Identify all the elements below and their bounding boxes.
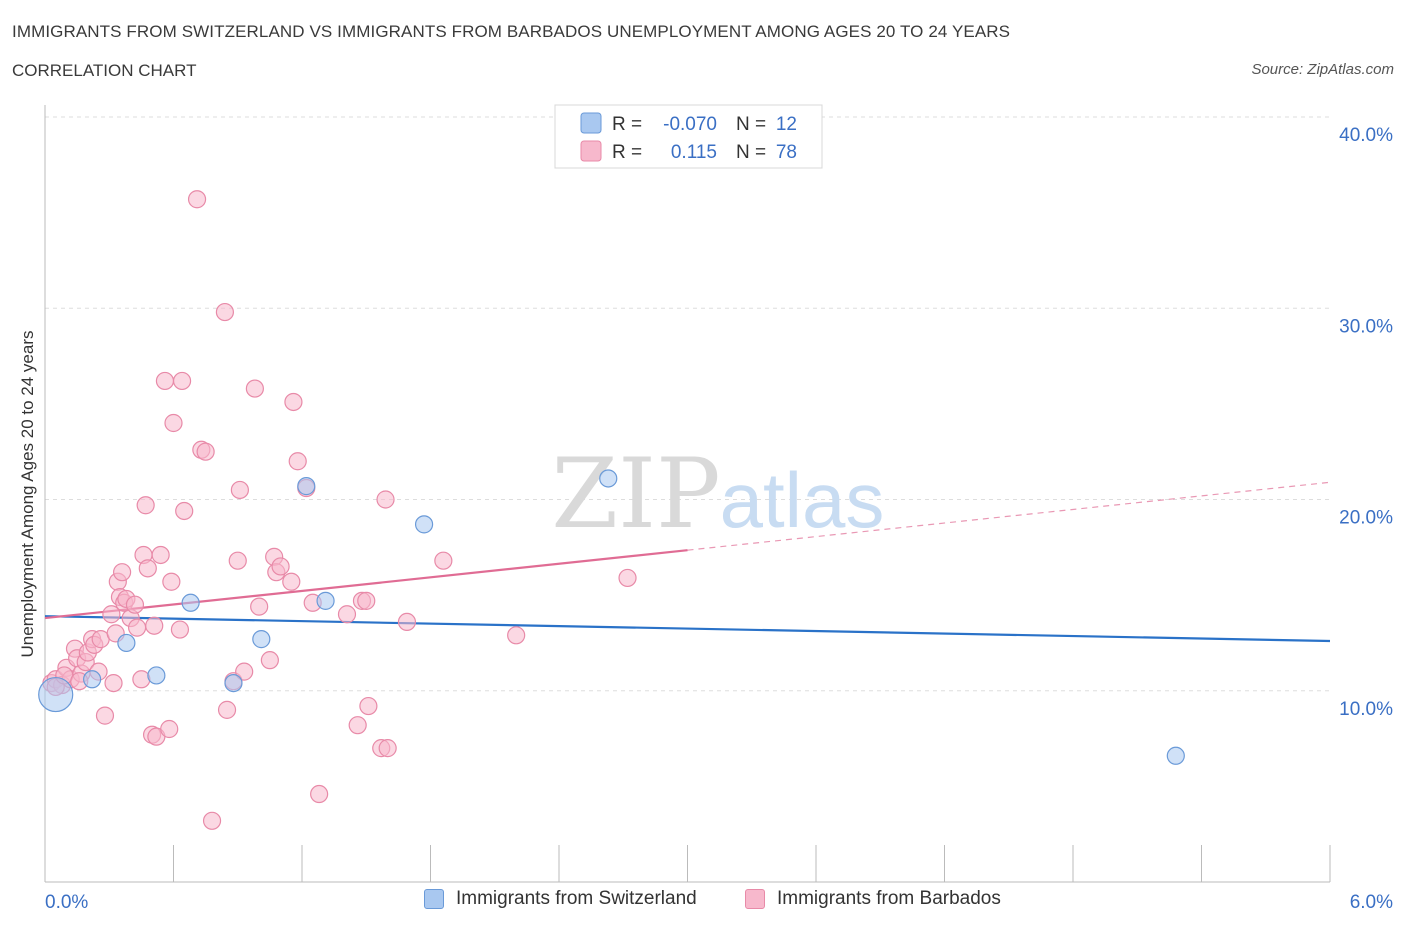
point-barbados (187, 190, 207, 209)
point-barbados (260, 651, 279, 670)
point-barbados (215, 302, 234, 322)
point-barbados (162, 572, 181, 591)
point-barbados (132, 670, 151, 689)
legend-bottom-swatch-switzerland (424, 889, 444, 909)
point-barbados (170, 620, 190, 639)
point-switzerland (316, 591, 335, 610)
point-barbados (175, 501, 194, 521)
point-barbados (125, 595, 145, 614)
point-barbados (250, 597, 269, 616)
legend-r-label-barbados: R = (612, 142, 642, 163)
legend-r-value-barbados: 0.115 (671, 142, 717, 163)
point-barbados (359, 696, 378, 716)
point-barbados (217, 700, 237, 719)
point-barbados (104, 673, 123, 693)
point-barbados (271, 557, 290, 576)
point-switzerland (117, 633, 136, 653)
point-switzerland (181, 593, 200, 612)
y-tick-label: 40.0% (1339, 125, 1393, 146)
legend-n-label-barbados: N = (736, 142, 766, 163)
point-barbados (112, 563, 132, 582)
trend-lines (44, 481, 1331, 643)
point-barbados (618, 568, 637, 588)
point-barbados (160, 719, 179, 739)
y-tick-label: 30.0% (1339, 316, 1393, 337)
legend-swatch-switzerland (580, 112, 602, 134)
legend-r-value-switzerland: -0.070 (663, 114, 717, 135)
series-legend: Immigrants from Switzerland Immigrants f… (0, 888, 1406, 918)
axes: 10.0% 20.0% 30.0% 40.0% 0.0% 6.0% (44, 105, 1393, 913)
point-switzerland (38, 676, 74, 713)
point-barbados (145, 616, 164, 635)
point-switzerland (224, 673, 243, 693)
source-label: Source: ZipAtlas.com (1251, 61, 1394, 78)
x-tick-label-min: 0.0% (45, 892, 88, 913)
point-barbados (136, 496, 155, 515)
point-switzerland (414, 515, 434, 534)
point-barbados (357, 591, 376, 610)
y-tick-label: 10.0% (1339, 699, 1393, 720)
legend-item-switzerland: Immigrants from Switzerland (424, 888, 697, 910)
point-barbados (235, 662, 254, 681)
point-barbados (507, 626, 526, 645)
point-switzerland (83, 670, 102, 689)
legend-r-label-switzerland: R = (612, 114, 642, 135)
point-switzerland (1166, 746, 1185, 765)
trend-line-barbados-projection (687, 481, 1331, 551)
point-barbados (95, 706, 115, 725)
legend-n-value-barbados: 78 (776, 142, 797, 163)
point-barbados (284, 392, 303, 412)
point-barbados (228, 551, 247, 570)
x-tick-label-max: 6.0% (1350, 892, 1393, 913)
point-barbados (172, 371, 192, 391)
legend-bottom-swatch-barbados (745, 889, 765, 909)
point-barbados (102, 605, 121, 624)
legend-item-barbados: Immigrants from Barbados (745, 888, 1001, 910)
point-barbados (196, 442, 215, 461)
chart-title: IMMIGRANTS FROM SWITZERLAND VS IMMIGRANT… (12, 22, 1011, 41)
watermark-zip: ZIP (551, 438, 720, 550)
point-switzerland (599, 469, 618, 488)
point-switzerland (297, 477, 316, 496)
point-barbados (288, 452, 307, 471)
point-switzerland (147, 666, 166, 685)
legend-n-label-switzerland: N = (736, 114, 766, 135)
watermark: ZIP atlas (551, 438, 884, 550)
legend-n-value-switzerland: 12 (776, 114, 797, 135)
point-barbados (202, 811, 222, 830)
data-points (38, 190, 1185, 830)
point-barbados (127, 618, 147, 637)
point-barbados (245, 379, 264, 398)
point-barbados (434, 551, 453, 570)
point-barbados (155, 371, 175, 391)
point-barbados (376, 490, 395, 509)
point-barbados (337, 605, 357, 624)
point-barbados (138, 559, 157, 578)
point-barbados (348, 716, 367, 735)
point-barbados (310, 784, 329, 804)
point-barbados (151, 545, 170, 565)
y-tick-label: 20.0% (1339, 508, 1393, 529)
trend-line-switzerland (44, 615, 1331, 643)
y-axis-label: Unemployment Among Ages 20 to 24 years (18, 331, 37, 658)
grid-lines (45, 116, 1330, 692)
chart-subtitle: CORRELATION CHART (12, 61, 197, 80)
stats-legend: R = -0.070 N = 12 R = 0.115 N = 78 (554, 104, 823, 169)
point-barbados (397, 612, 417, 632)
legend-label-switzerland: Immigrants from Switzerland (456, 888, 697, 909)
legend-label-barbados: Immigrants from Barbados (777, 888, 1001, 909)
point-switzerland (252, 630, 271, 649)
watermark-atlas: atlas (720, 456, 885, 544)
point-barbados (230, 480, 249, 500)
legend-swatch-barbados (580, 140, 602, 162)
point-barbados (282, 572, 301, 591)
point-barbados (164, 413, 183, 433)
trend-line-barbados (44, 549, 688, 620)
point-barbados (378, 739, 397, 758)
